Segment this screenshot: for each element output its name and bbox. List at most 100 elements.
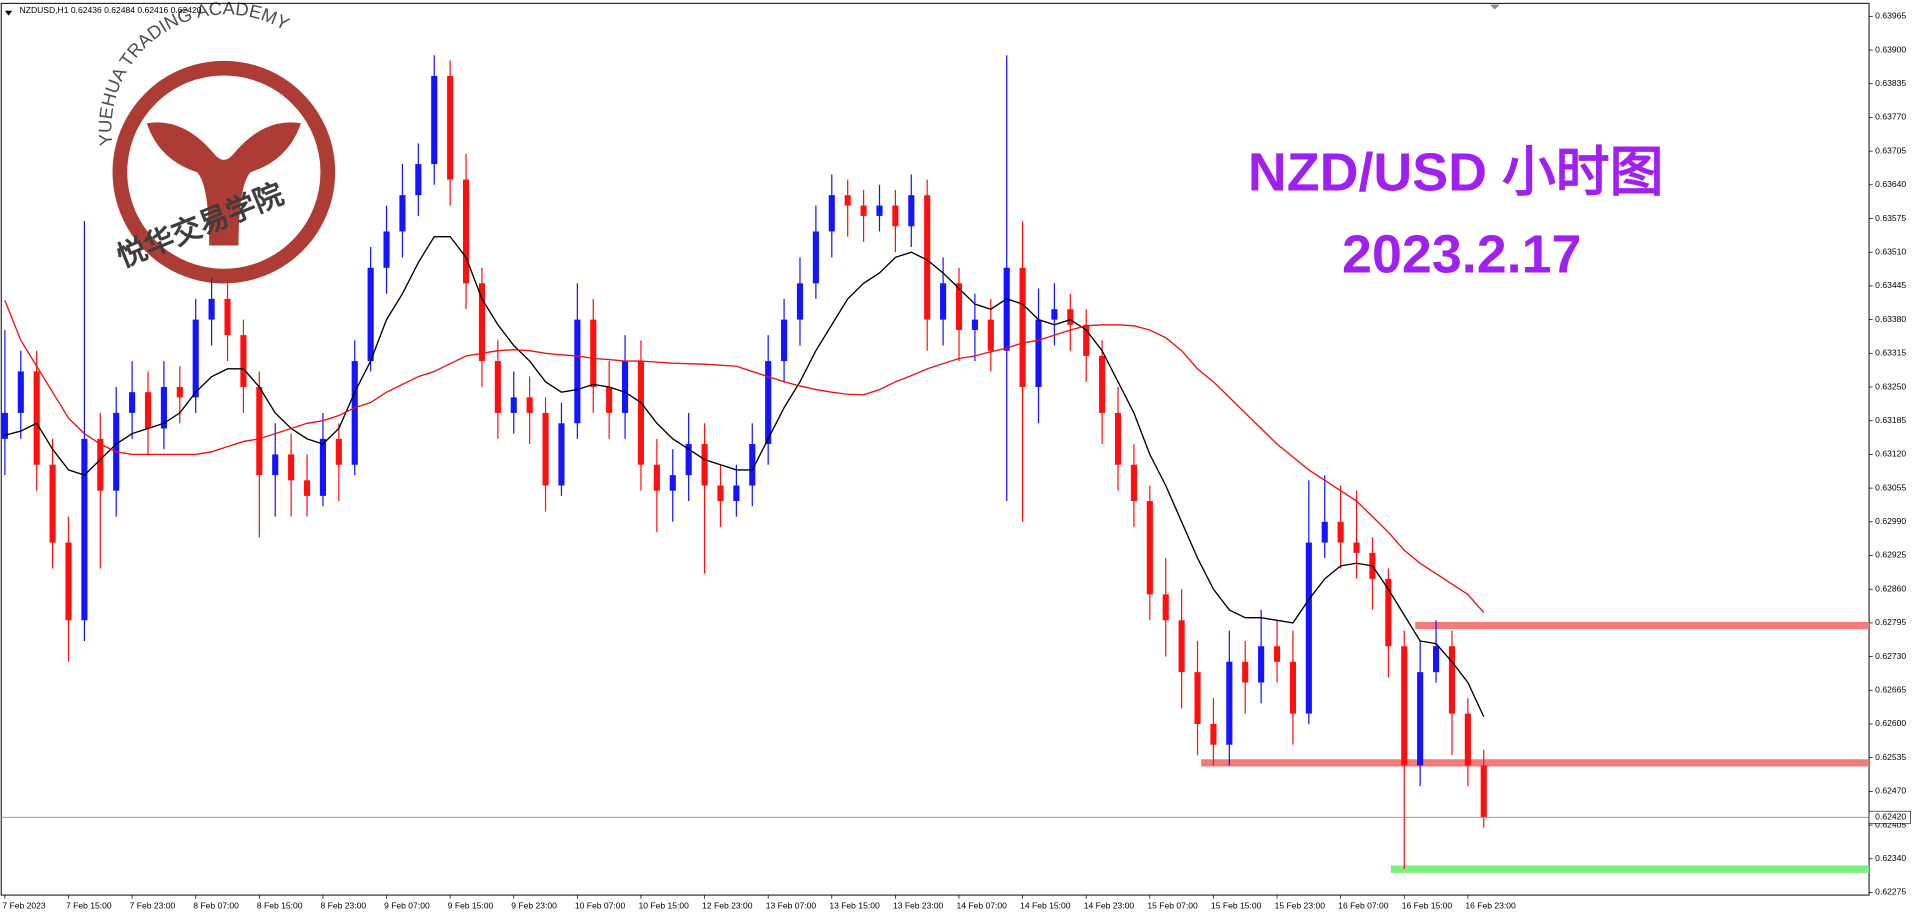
candle-body [1337,521,1344,543]
candle-body [447,75,454,180]
candle-body [1130,464,1137,502]
candle-body [49,464,56,543]
y-tick-label: 0.63835 [1875,78,1906,88]
candle-body [1,412,8,439]
moving-average [4,300,1485,613]
x-tick-label: 8 Feb 07:00 [193,900,239,910]
candle-body [1178,620,1185,673]
header: NZDUSD,H1 0.62436 0.62484 0.62416 0.6242… [20,5,202,15]
y-tick-label: 0.62665 [1875,685,1906,695]
candle-body [1226,661,1233,745]
x-tick-label: 15 Feb 15:00 [1211,900,1262,910]
candle-body [1464,713,1471,766]
candle-body [81,438,88,621]
candle-body [749,444,756,486]
y-tick-label: 0.63380 [1875,314,1906,324]
candle-body [97,438,104,491]
y-tick-label: 0.63250 [1875,381,1906,391]
candle-body [1162,594,1169,621]
candle-body [1432,646,1440,673]
x-tick-label: 15 Feb 07:00 [1147,900,1198,910]
x-tick-label: 7 Feb 23:00 [130,900,176,910]
y-tick-label: 0.62275 [1875,887,1906,897]
candle-body [876,205,883,216]
y-tick-label: 0.62470 [1875,786,1906,796]
candle-body [176,387,183,398]
y-tick-label: 0.63185 [1875,415,1906,425]
candle-body [1448,646,1456,714]
candle-body [1321,521,1328,543]
candle-body [685,444,692,476]
candle-body [1194,672,1201,724]
candle-body [1305,542,1312,714]
candle-body [208,298,215,320]
y-tick-label: 0.63445 [1875,280,1906,290]
candle-body [987,319,994,351]
y-tick-label: 0.62405 [1875,819,1906,829]
y-tick-label: 0.62340 [1875,853,1906,863]
candle-body [526,397,533,413]
candle-body [955,283,963,330]
candle-body [1289,661,1296,714]
chart-title: NZD/USD 小时图 [1248,143,1664,203]
y-tick-label: 0.63120 [1875,449,1906,459]
candle-body [478,283,486,362]
candle-body [1019,267,1026,388]
candle-body [606,387,613,413]
candle-body [399,195,406,232]
candle-body [860,205,867,216]
candle-body [1417,672,1424,766]
y-tick-label: 0.63900 [1875,44,1906,54]
x-tick-label: 14 Feb 15:00 [1020,900,1071,910]
current-price-box [1868,810,1911,824]
chart-subtitle: 2023.2.17 [1342,224,1581,284]
candle-body [1401,646,1408,766]
candle-body [1035,319,1042,388]
y-tick-label: 0.62730 [1875,651,1906,661]
candle-body [1083,324,1090,356]
candle-body [383,231,390,268]
x-tick-label: 9 Feb 23:00 [511,900,557,910]
y-tick-label: 0.63315 [1875,348,1906,358]
candle-body [765,361,772,445]
candle-body [1051,309,1058,320]
x-tick-label: 14 Feb 07:00 [957,900,1008,910]
candle-body [129,392,136,413]
candle-body [971,319,978,330]
y-tick-label: 0.62535 [1875,752,1906,762]
candle-body [701,444,708,486]
x-tick-label: 7 Feb 2023 [2,900,45,910]
candle-body [192,319,199,398]
x-tick-label: 16 Feb 15:00 [1402,900,1453,910]
candle-body [558,423,565,486]
candle-body [494,361,501,413]
candle-body [510,397,517,413]
candle-body [303,480,311,496]
candle-body [351,361,358,465]
candle-body [160,387,167,429]
candle-body [1003,267,1010,351]
x-tick-label: 7 Feb 15:00 [66,900,112,910]
x-tick-label: 10 Feb 15:00 [639,900,690,910]
candle-body [924,195,931,320]
y-tick-label: 0.62860 [1875,583,1906,593]
candle-body [1114,412,1122,465]
candle-body [590,319,597,388]
candle-body [1258,646,1265,683]
y-tick-label: 0.63770 [1875,112,1906,122]
candle-body [224,298,231,336]
y-tick-label: 0.63055 [1875,482,1906,492]
y-tick-label: 0.62795 [1875,617,1906,627]
candle-body [1146,501,1153,595]
candle-body [1067,309,1074,325]
candle-body [1353,542,1360,553]
x-tick-label: 9 Feb 15:00 [448,900,494,910]
candle-body [844,195,851,206]
current-price-label: 0.62420 [1875,812,1906,822]
y-tick-label: 0.63510 [1875,246,1906,256]
candle-body [622,361,629,413]
x-tick-label: 13 Feb 15:00 [829,900,880,910]
header-icon [4,10,13,16]
